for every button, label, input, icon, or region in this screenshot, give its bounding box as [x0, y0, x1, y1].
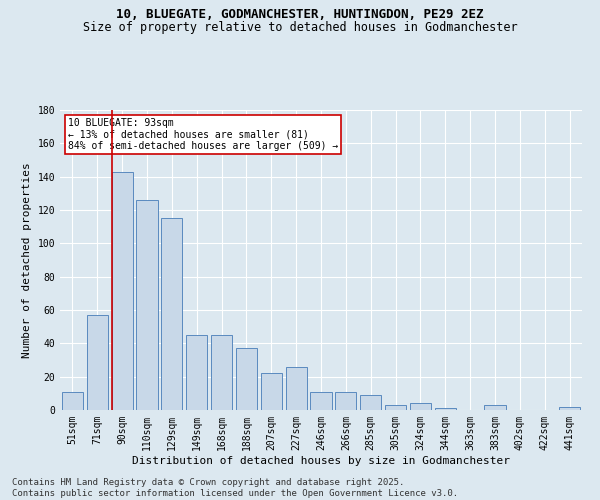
Bar — [112, 172, 133, 410]
X-axis label: Distribution of detached houses by size in Godmanchester: Distribution of detached houses by size … — [132, 456, 510, 466]
Bar — [236, 348, 257, 410]
Text: 10 BLUEGATE: 93sqm
← 13% of detached houses are smaller (81)
84% of semi-detache: 10 BLUEGATE: 93sqm ← 13% of detached hou… — [68, 118, 338, 150]
Text: 10, BLUEGATE, GODMANCHESTER, HUNTINGDON, PE29 2EZ: 10, BLUEGATE, GODMANCHESTER, HUNTINGDON,… — [116, 8, 484, 20]
Bar — [435, 408, 456, 410]
Bar — [136, 200, 158, 410]
Bar — [186, 335, 207, 410]
Bar — [87, 315, 108, 410]
Bar — [310, 392, 332, 410]
Bar — [385, 405, 406, 410]
Bar — [211, 335, 232, 410]
Bar — [335, 392, 356, 410]
Bar — [559, 406, 580, 410]
Bar — [286, 366, 307, 410]
Bar — [360, 395, 381, 410]
Y-axis label: Number of detached properties: Number of detached properties — [22, 162, 32, 358]
Text: Contains HM Land Registry data © Crown copyright and database right 2025.
Contai: Contains HM Land Registry data © Crown c… — [12, 478, 458, 498]
Bar — [484, 405, 506, 410]
Bar — [410, 404, 431, 410]
Bar — [161, 218, 182, 410]
Bar — [62, 392, 83, 410]
Bar — [261, 374, 282, 410]
Text: Size of property relative to detached houses in Godmanchester: Size of property relative to detached ho… — [83, 21, 517, 34]
